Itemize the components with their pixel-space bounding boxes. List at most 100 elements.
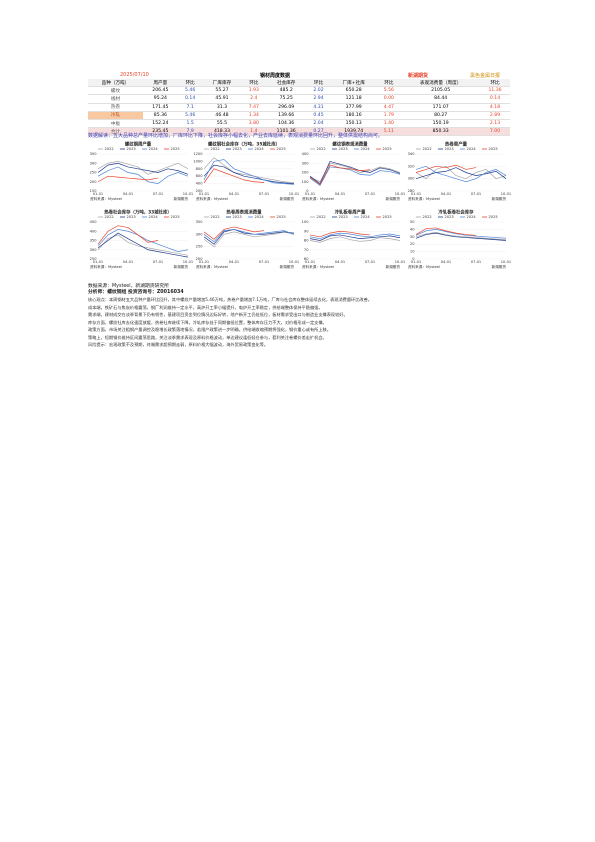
x-tick-label: 10-01 (289, 192, 299, 196)
brand: 新湖期货 (408, 73, 429, 79)
x-tick-label: 04-01 (441, 260, 451, 264)
column-header: 环比 (306, 79, 331, 88)
table-cell: 1.5 (177, 119, 203, 129)
x-tick-label: 01-01 (411, 260, 421, 264)
table-cell: 1.93 (241, 86, 267, 96)
table-row: 中板 152.24 1.5 55.5 3.80 104.36 2.04 150.13 1.40 1… (88, 119, 510, 129)
legend-label: 2022 (317, 215, 326, 219)
table-cell: 4.47 (376, 103, 402, 112)
chart-source: 资料来源：Mysteel (408, 264, 440, 269)
legend-label: 2024 (255, 215, 265, 219)
legend-label: 2024 (467, 215, 477, 219)
x-tick-label: 04-01 (335, 192, 345, 196)
legend-label: 2025 (171, 147, 180, 151)
legend-label: 2024 (467, 147, 477, 151)
legend-label: 2023 (127, 215, 136, 219)
x-tick-label: 07-01 (153, 260, 163, 264)
y-tick-label: 300 (90, 161, 98, 165)
y-tick-label: 350 (196, 220, 204, 224)
body-line: 策略上，短期钢价维持区间震荡思路，关注淡季需求表现及原料价格波动，单边建议逢低轻… (88, 334, 327, 340)
legend-label: 2022 (423, 215, 432, 219)
header-row: 品种（万吨） 周产量 环比 厂库库存 环比 社会库存 环比 厂库+社库 环比 表观消费量（周度）环… (88, 79, 510, 88)
legend-label: 2025 (383, 215, 392, 219)
table-cell: 75.25 (266, 94, 307, 104)
table-cell: 84.44 (401, 94, 481, 104)
series-line (97, 166, 189, 184)
legend-label: 2024 (149, 215, 159, 219)
y-tick-label: 280 (408, 189, 416, 193)
series-line (309, 160, 401, 185)
table-cell: 2.94 (306, 94, 331, 104)
column-header: 环比 (241, 79, 267, 88)
y-tick-label: 20 (410, 242, 415, 246)
chart-title: 螺纹钢社会库存（万吨，35城社库） (208, 141, 280, 148)
chart-brand: 新湖期货 (280, 264, 295, 269)
x-tick-label: 04-01 (123, 260, 133, 264)
series-line (203, 229, 295, 243)
x-tick-label: 07-01 (259, 260, 269, 264)
table-row: 冷轧 85.36 5.46 46.48 1.34 139.66 0.45 180.16 1.79… (88, 111, 510, 120)
table-cell: 2105.05 (401, 86, 481, 96)
x-tick-label: 01-01 (305, 260, 315, 264)
table-cell: 180.16 (330, 111, 377, 120)
series-line (415, 232, 507, 241)
table-cell: 线材 (88, 94, 143, 104)
series-line (203, 157, 295, 184)
table-cell: 1.34 (241, 111, 267, 120)
table-cell: 0.14 (177, 94, 203, 104)
y-tick-label: 350 (90, 239, 98, 243)
table-cell: 296.09 (266, 103, 307, 112)
x-tick-label: 10-01 (183, 260, 193, 264)
x-tick-label: 01-01 (305, 192, 315, 196)
x-tick-label: 04-01 (335, 260, 345, 264)
y-tick-label: 320 (408, 164, 416, 168)
table-cell: 2.89 (480, 111, 510, 120)
legend-label: 2025 (171, 215, 180, 219)
series-line (97, 175, 159, 183)
chart-source: 资料来源：Mysteel (196, 264, 228, 269)
body-line: 风险提示：宏观政策不及预期，终端需求超预期走弱，原料价格大幅波动，海外贸易政策变… (88, 342, 269, 347)
footer-analyst: 分析师：螺纹钢组 投资咨询号：Z0016034 (88, 290, 184, 295)
series-line (309, 232, 401, 240)
column-header: 环比 (177, 79, 203, 88)
chart-brand: 新湖期货 (174, 196, 189, 201)
chart-brand: 新湖期货 (492, 264, 507, 269)
body-line: 成本端，铁矿石与焦炭价格震荡，钢厂利润维持一定水平，高炉开工率小幅提升，电炉开工… (88, 304, 323, 310)
table-cell: 850.33 (401, 127, 481, 137)
y-tick-label: 400 (90, 229, 98, 233)
x-tick-label: 01-01 (93, 192, 103, 196)
series-line (203, 229, 295, 245)
table-cell: 418.33 (202, 127, 242, 137)
table-row: 螺纹 206.45 5.46 55.27 1.93 485.2 2.02 650.28 5.56… (88, 86, 510, 96)
table-cell: 31.3 (202, 103, 242, 112)
report-tag: 黑色金属日报 (470, 73, 501, 79)
y-tick-label: 1200 (193, 152, 203, 156)
table-cell: 55.5 (202, 119, 242, 129)
column-header: 周产量 (142, 79, 178, 88)
legend-label: 2025 (383, 147, 392, 151)
table-cell: 4.31 (306, 103, 331, 112)
legend-label: 2024 (255, 147, 265, 151)
x-tick-label: 10-01 (289, 260, 299, 264)
legend-label: 2025 (489, 215, 498, 219)
x-tick-label: 10-01 (501, 260, 511, 264)
table-cell: 95.24 (142, 94, 178, 104)
series-line (415, 165, 507, 183)
column-header: 厂库+社库 (330, 79, 377, 88)
table-cell: 1.4 (241, 127, 267, 137)
series-line (203, 168, 265, 184)
table-cell: 2.13 (480, 119, 510, 129)
table-cell: 11.36 (480, 86, 510, 96)
table-cell: 104.36 (266, 119, 307, 129)
series-line (309, 164, 371, 186)
chart-brand: 新湖期货 (280, 196, 295, 201)
table-row: 线材 95.24 0.14 45.91 2.4 75.25 2.94 121.18 0.00 84… (88, 94, 510, 104)
x-tick-label: 10-01 (395, 192, 405, 196)
column-header: 环比 (376, 79, 402, 88)
table-cell: 7.1 (177, 103, 203, 112)
table-cell: 150.13 (330, 119, 377, 129)
x-tick-label: 04-01 (229, 260, 239, 264)
series-line (97, 162, 189, 175)
